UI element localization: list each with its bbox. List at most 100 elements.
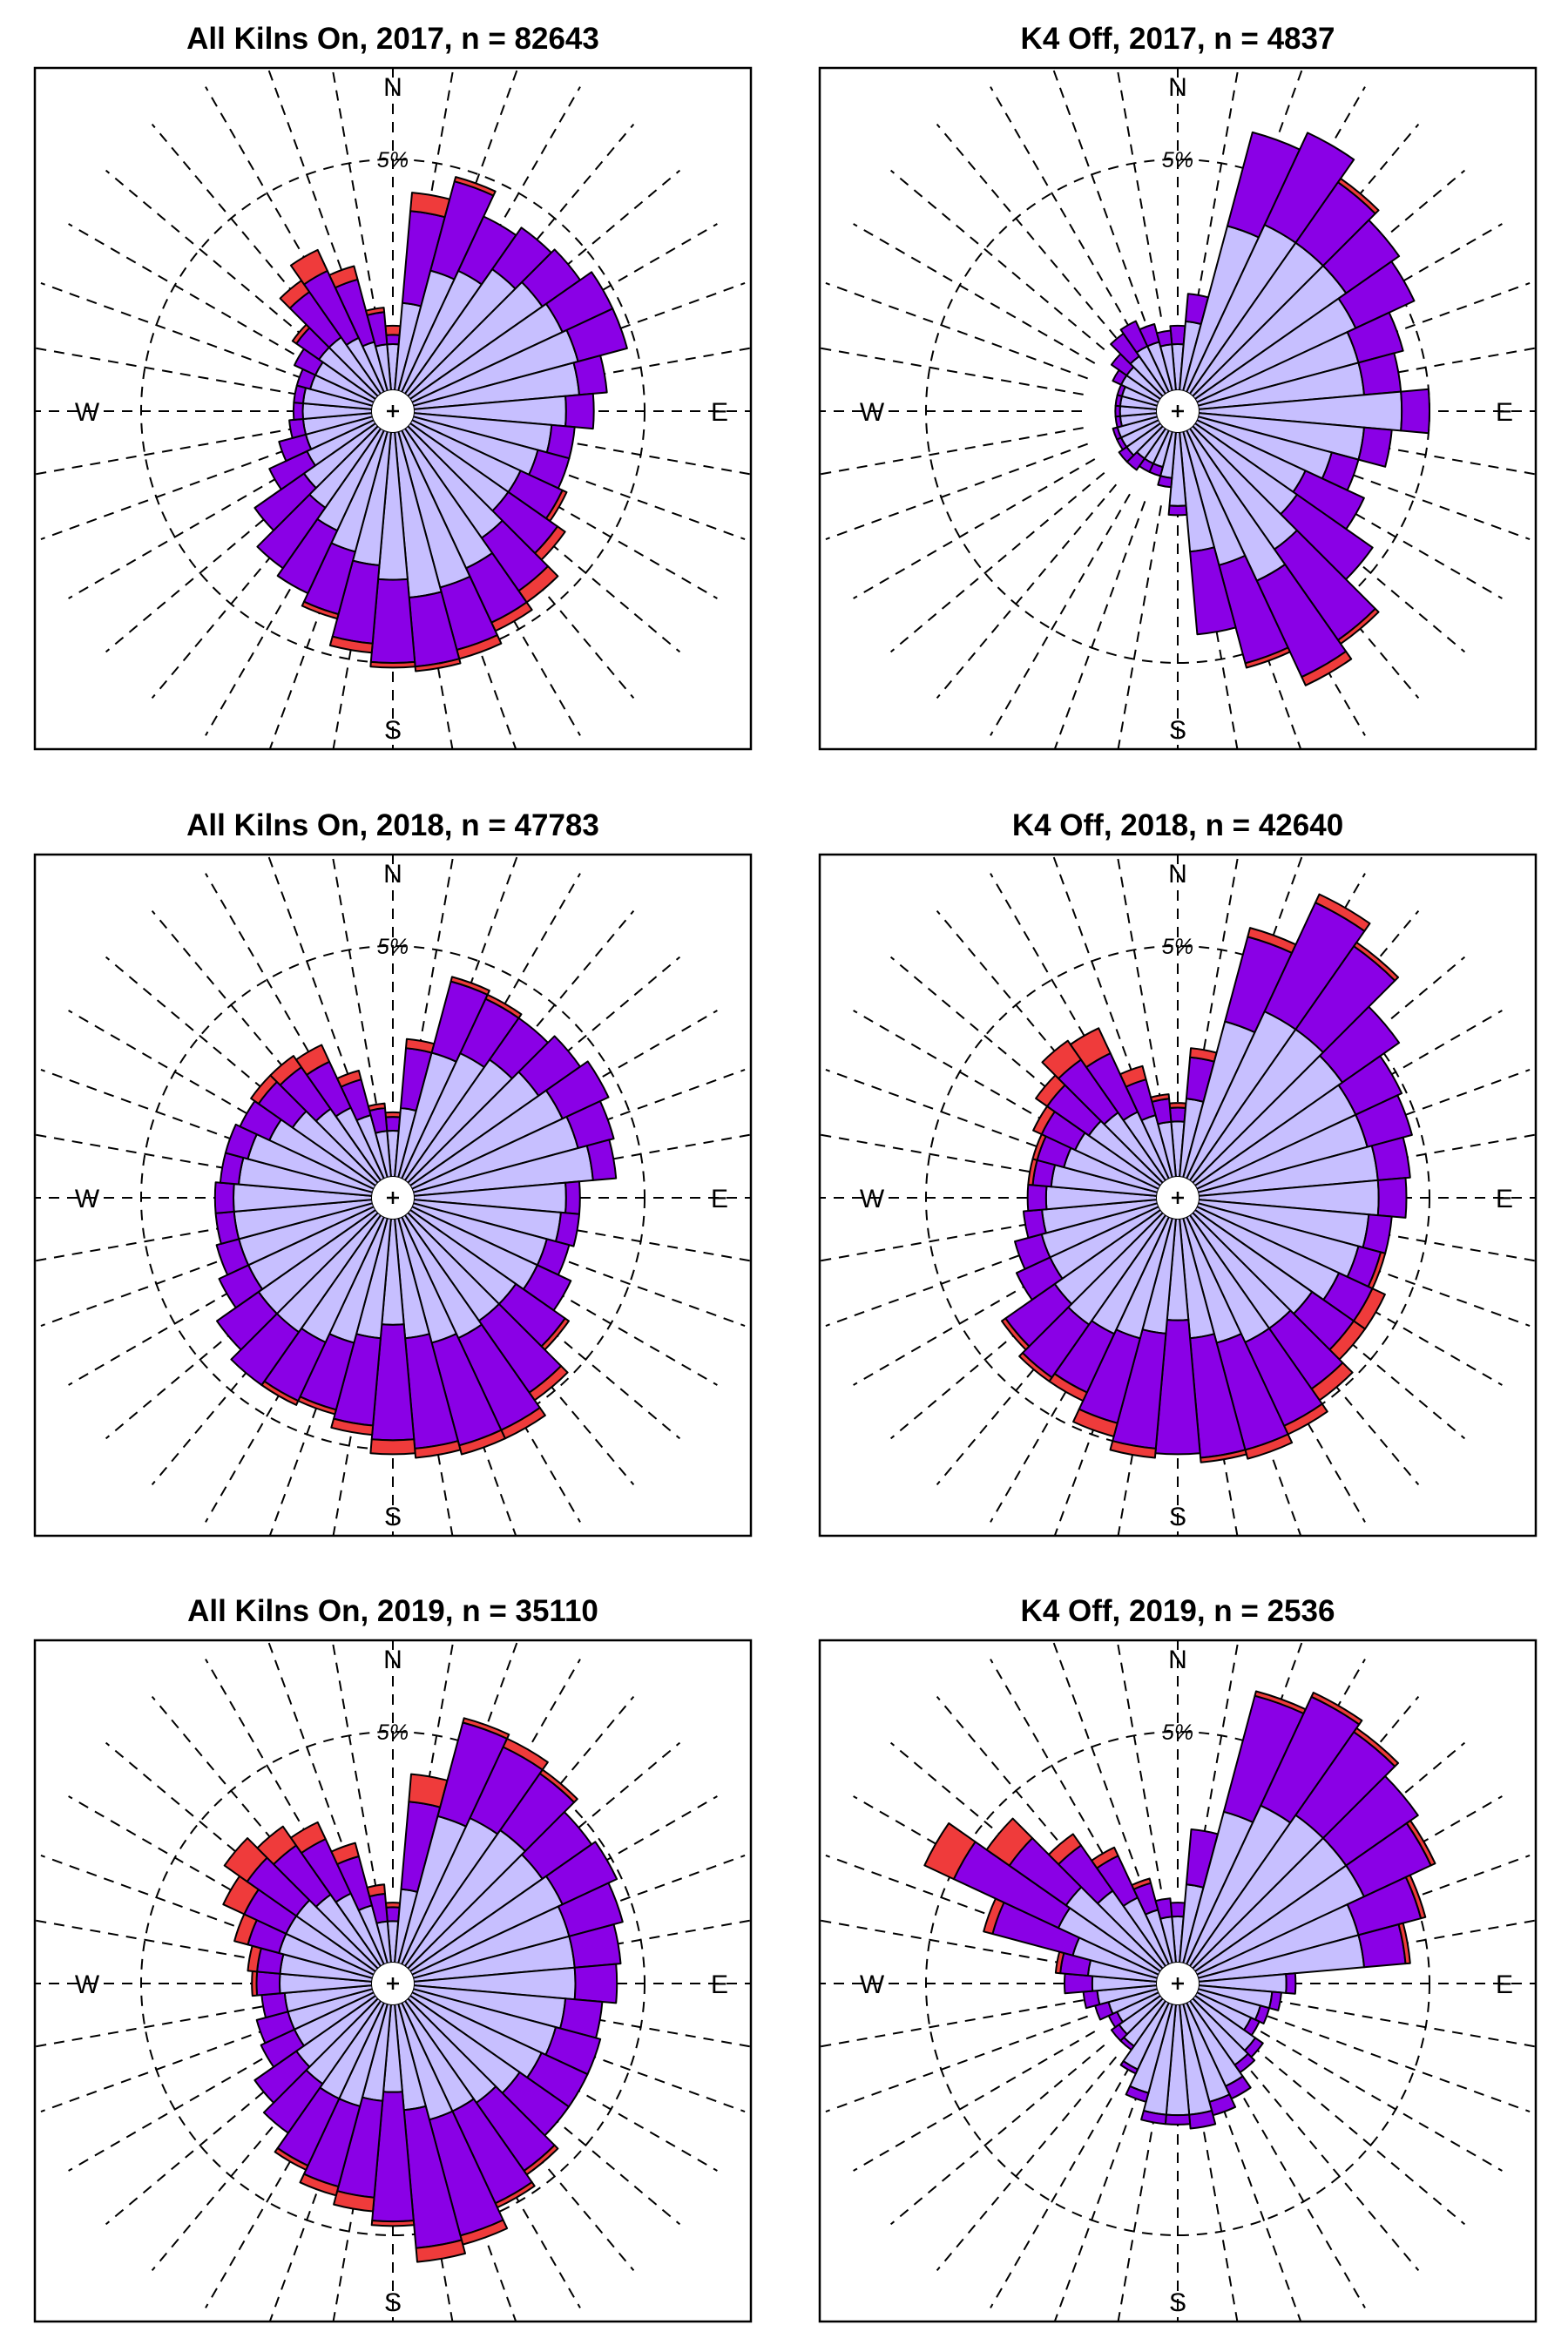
petal-high-30 bbox=[484, 993, 523, 1019]
compass-label-e: E bbox=[711, 1970, 728, 1999]
grid-spoke bbox=[889, 471, 1105, 653]
petal-mid-80 bbox=[568, 1923, 622, 1969]
petal-high-160 bbox=[1244, 646, 1291, 669]
grid-spoke bbox=[936, 483, 1118, 700]
grid-spoke bbox=[936, 2056, 1118, 2272]
grid-spoke bbox=[331, 1640, 377, 1889]
petal-high-320 bbox=[269, 1055, 302, 1086]
grid-spoke bbox=[40, 2015, 303, 2113]
plot-area: 5% bbox=[35, 1640, 751, 2322]
petal-mid-230 bbox=[253, 2050, 311, 2104]
grid-spoke bbox=[1051, 855, 1146, 1108]
petal-mid-100 bbox=[1268, 1990, 1282, 2011]
compass-label-e: E bbox=[1496, 1970, 1513, 1999]
petal-mid-0 bbox=[384, 1116, 402, 1132]
grid-spoke bbox=[853, 223, 1096, 364]
panel-frame bbox=[33, 1639, 753, 2323]
grid-spoke bbox=[853, 458, 1096, 599]
petals bbox=[213, 976, 618, 1459]
petal-mid-250 bbox=[255, 2011, 295, 2044]
grid-spoke bbox=[1238, 2056, 1420, 2272]
petal-high-190 bbox=[328, 635, 374, 654]
panel-frame bbox=[818, 853, 1538, 1538]
petal-high-340 bbox=[336, 1070, 362, 1088]
petal-mid-230 bbox=[1110, 2024, 1128, 2042]
petal-mid-210 bbox=[276, 517, 339, 595]
windrose-panel-3: All Kilns On, 2018, n = 47783 5% N E S W bbox=[33, 808, 753, 1538]
petal-mid-240 bbox=[268, 450, 316, 490]
grid-ring-5pct bbox=[925, 1731, 1430, 2236]
petal-mid-200 bbox=[1125, 2085, 1150, 2103]
grid-spoke bbox=[1209, 2073, 1302, 2322]
petal-mid-260 bbox=[1023, 1208, 1047, 1239]
petal-high-340 bbox=[328, 265, 359, 289]
compass-label-n: N bbox=[1168, 1646, 1187, 1674]
petal-mid-50 bbox=[1319, 1005, 1401, 1084]
petal-high-350 bbox=[365, 307, 386, 316]
petal-mid-260 bbox=[288, 418, 307, 439]
compass-label-e: E bbox=[711, 398, 728, 427]
grid-spoke bbox=[1117, 2078, 1162, 2322]
compass-label-w: W bbox=[75, 398, 100, 427]
petal-mid-250 bbox=[1014, 1233, 1051, 1270]
grid-spoke bbox=[990, 86, 1131, 329]
petal-mid-170 bbox=[1189, 546, 1237, 636]
compass-label-w: W bbox=[860, 1970, 885, 1999]
petal-mid-340 bbox=[1139, 323, 1160, 348]
compass-label-n: N bbox=[383, 1646, 402, 1674]
petal-high-330 bbox=[289, 1821, 327, 1855]
grid-spoke bbox=[1051, 1640, 1146, 1894]
petal-high-170 bbox=[1200, 1449, 1247, 1463]
grid-spoke bbox=[35, 347, 299, 395]
petal-high-40 bbox=[1353, 1727, 1400, 1767]
grid-spoke bbox=[267, 855, 362, 1108]
petal-high-320 bbox=[1047, 1833, 1082, 1866]
grid-spoke bbox=[1053, 501, 1146, 749]
grid-spoke bbox=[1272, 1999, 1536, 2048]
grid-ring-5pct bbox=[140, 159, 645, 664]
grid-spoke bbox=[853, 2031, 1096, 2172]
panel-title: K4 Off, 2018, n = 42640 bbox=[1012, 808, 1343, 842]
petal-mid-70 bbox=[1346, 311, 1404, 364]
petals bbox=[253, 176, 628, 672]
ring-label: 5% bbox=[1162, 935, 1193, 959]
center-plus-icon bbox=[1172, 1977, 1184, 1990]
petal-high-340 bbox=[1119, 1064, 1147, 1088]
petal-mid-90 bbox=[564, 1180, 581, 1215]
compass-label-e: E bbox=[1496, 398, 1513, 427]
center-plus-icon bbox=[1172, 1192, 1184, 1204]
petal-mid-60 bbox=[545, 1841, 618, 1906]
panel-title: K4 Off, 2019, n = 2536 bbox=[1021, 1594, 1335, 1628]
petal-high-340 bbox=[1131, 1877, 1152, 1890]
petal-mid-180 bbox=[1164, 2113, 1192, 2126]
plot-area: 5% bbox=[820, 1640, 1536, 2322]
grid-spoke bbox=[1225, 2065, 1366, 2308]
petal-high-320 bbox=[1041, 1039, 1082, 1080]
ring-label: 5% bbox=[377, 148, 409, 172]
ring-label: 5% bbox=[377, 1720, 409, 1745]
petal-high-0 bbox=[384, 1902, 402, 1909]
petal-mid-270 bbox=[1064, 1972, 1094, 1995]
petal-mid-100 bbox=[1357, 426, 1393, 468]
petal-high-270 bbox=[251, 1970, 259, 1997]
grid-spoke bbox=[40, 443, 303, 541]
compass-label-s: S bbox=[384, 2288, 402, 2317]
petal-mid-350 bbox=[1156, 329, 1173, 348]
petal-high-40 bbox=[538, 1768, 578, 1803]
petal-high-350 bbox=[367, 1102, 386, 1112]
compass-label-s: S bbox=[384, 716, 402, 745]
petal-mid-230 bbox=[253, 472, 317, 531]
ring-label: 5% bbox=[1162, 148, 1193, 172]
ring-label: 5% bbox=[377, 935, 409, 959]
grid-spoke bbox=[820, 1999, 1084, 2048]
center-plus-icon bbox=[387, 1192, 399, 1204]
grid-spoke bbox=[820, 1919, 1084, 1968]
petal-mid-90 bbox=[1285, 1972, 1297, 1995]
petal-high-180 bbox=[369, 1438, 416, 1456]
petal-high-300 bbox=[923, 1822, 977, 1881]
petal-high-210 bbox=[274, 2147, 309, 2171]
panel-title: K4 Off, 2017, n = 4837 bbox=[1021, 22, 1335, 56]
grid-spoke bbox=[825, 2015, 1088, 2113]
petal-mid-80 bbox=[585, 1139, 618, 1181]
